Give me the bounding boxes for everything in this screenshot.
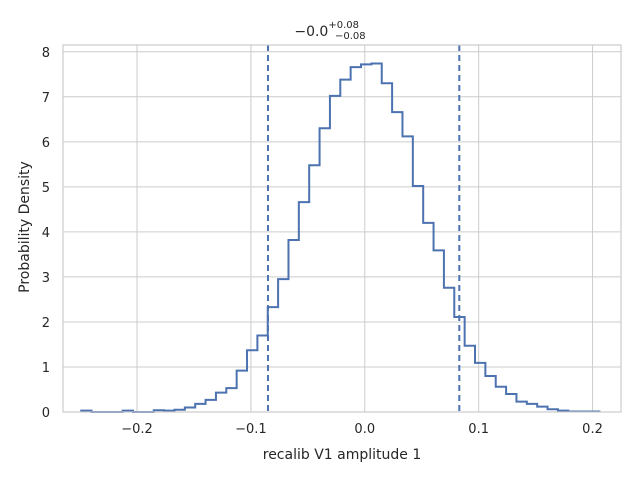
x-tick-label: −0.2 xyxy=(121,422,153,437)
x-tick-labels: −0.2 −0.1 0.0 0.1 0.2 xyxy=(121,422,603,437)
y-tick-label: 5 xyxy=(42,181,50,196)
y-tick-label: 1 xyxy=(42,361,50,376)
y-axis-label: Probability Density xyxy=(17,161,33,293)
quantile-lines xyxy=(266,45,461,412)
y-tick-label: 4 xyxy=(42,226,50,241)
plot-frame xyxy=(62,44,622,413)
title-upper-error: +0.08 xyxy=(328,20,359,31)
y-tick-labels: 0 1 2 3 4 5 6 7 8 xyxy=(42,46,50,421)
chart-title: −0.0+0.08 −0.08 xyxy=(294,20,365,42)
y-tick-label: 3 xyxy=(42,271,50,286)
y-tick-label: 0 xyxy=(42,406,50,421)
y-tick-label: 2 xyxy=(42,316,50,331)
x-tick-label: −0.1 xyxy=(235,422,267,437)
x-tick-label: 0.0 xyxy=(354,422,375,437)
title-value: −0.0 xyxy=(294,24,328,40)
x-axis-label: recalib V1 amplitude 1 xyxy=(263,447,422,463)
title-lower-error: −0.08 xyxy=(335,31,366,42)
y-tick-label: 8 xyxy=(42,46,50,61)
x-tick-label: 0.2 xyxy=(582,422,603,437)
grid xyxy=(63,45,621,413)
histogram-step-line xyxy=(80,62,601,413)
y-tick-label: 6 xyxy=(42,136,50,151)
x-tick-label: 0.1 xyxy=(468,422,489,437)
y-tick-label: 7 xyxy=(42,91,50,106)
